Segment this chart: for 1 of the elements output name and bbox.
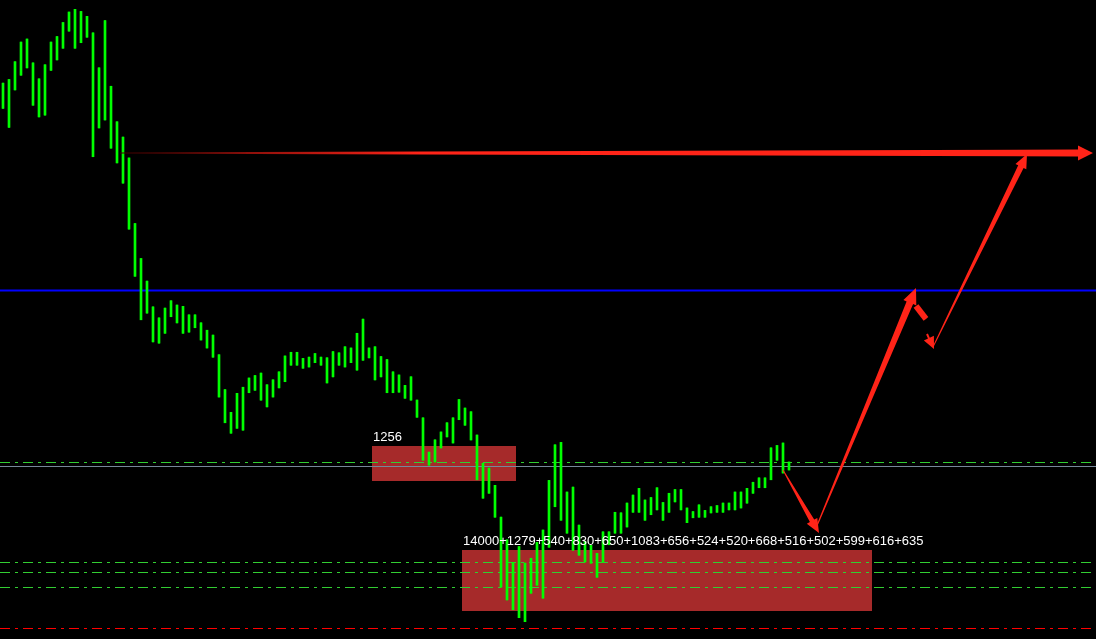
annotation: 1256 [373, 429, 402, 444]
